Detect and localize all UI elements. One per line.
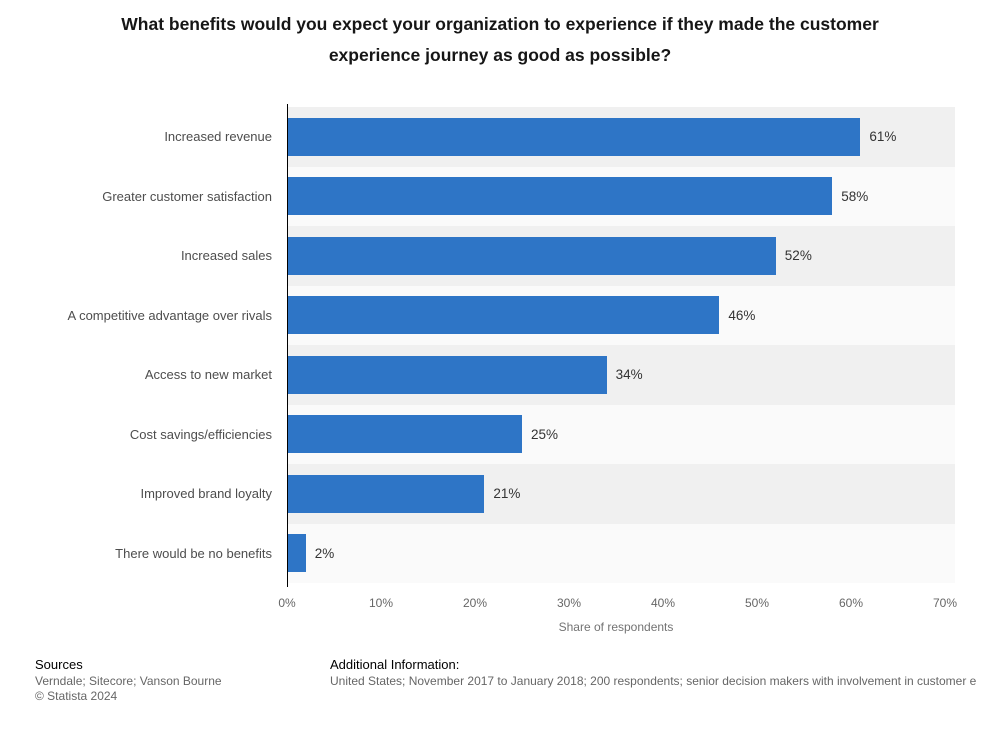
bar[interactable] [287, 177, 833, 216]
bar-row: Greater customer satisfaction 58% [0, 166, 1000, 226]
category-label: There would be no benefits [115, 545, 272, 561]
bar-row: There would be no benefits 2% [0, 523, 1000, 583]
bar-row: Cost savings/efficiencies 25% [0, 404, 1000, 464]
bar-row: Improved brand loyalty 21% [0, 464, 1000, 524]
x-tick-label: 50% [744, 596, 770, 610]
plot-area: 58% [287, 166, 955, 226]
bar[interactable] [287, 296, 720, 335]
plot-area: 46% [287, 285, 955, 345]
plot-area: 2% [287, 523, 955, 583]
bar[interactable] [287, 355, 607, 394]
x-tick-label: 20% [462, 596, 488, 610]
bar[interactable] [287, 534, 306, 573]
bar-row: Access to new market 34% [0, 345, 1000, 405]
footer-sources-block: Sources Verndale; Sitecore; Vanson Bourn… [35, 656, 222, 704]
plot-area: 61% [287, 107, 955, 167]
value-label: 21% [493, 486, 521, 502]
x-axis-label: Share of respondents [558, 620, 674, 634]
x-tick-label: 60% [838, 596, 864, 610]
category-label: Improved brand loyalty [140, 486, 272, 502]
value-label: 25% [531, 426, 559, 442]
x-tick-label: 0% [278, 596, 296, 610]
x-tick-label: 40% [650, 596, 676, 610]
category-label: Cost savings/efficiencies [129, 426, 272, 442]
bar-chart-rows: Increased revenue 61% Greater customer sat… [0, 104, 1000, 587]
x-tick-label: 30% [556, 596, 582, 610]
value-label: 58% [841, 188, 869, 204]
category-label: Increased revenue [164, 129, 272, 145]
category-label: Increased sales [180, 248, 272, 264]
value-label: 61% [869, 129, 897, 145]
value-label: 46% [728, 307, 756, 323]
bar-row: Increased sales 52% [0, 226, 1000, 286]
bar-chart: Increased revenue 61% Greater customer sat… [0, 104, 1000, 634]
plot-area: 25% [287, 404, 955, 464]
bar-row: A competitive advantage over rivals 46% [0, 285, 1000, 345]
x-tick-label: 10% [368, 596, 394, 610]
value-label: 52% [784, 248, 812, 264]
plot-area: 34% [287, 345, 955, 405]
x-tick-label: 70% [932, 596, 958, 610]
category-label: A competitive advantage over rivals [67, 307, 273, 323]
bar[interactable] [287, 415, 522, 454]
y-axis-line [287, 104, 288, 587]
category-label: Access to new market [144, 367, 272, 383]
bar[interactable] [287, 236, 776, 275]
plot-area: 21% [287, 464, 955, 524]
bar-row: Increased revenue 61% [0, 107, 1000, 167]
chart-title: What benefits would you expect your orga… [121, 14, 879, 65]
bar[interactable] [287, 117, 861, 156]
plot-area: 52% [287, 226, 955, 286]
category-label: Greater customer satisfaction [102, 188, 272, 204]
x-axis-ticks: 0% 10% 20% 30% 40% 50% 60% 70% [0, 596, 1000, 612]
additional-info-text: United States; November 2017 to January … [330, 674, 977, 688]
sources-label: Sources [35, 657, 83, 672]
bar[interactable] [287, 474, 485, 513]
sources-text: Verndale; Sitecore; Vanson Bourne [35, 674, 222, 688]
value-label: 34% [615, 367, 643, 383]
value-label: 2% [314, 545, 335, 561]
additional-info-label: Additional Information: [330, 657, 460, 672]
copyright-text: © Statista 2024 [35, 689, 118, 703]
footer-additional-block: Additional Information: United States; N… [330, 656, 1000, 689]
